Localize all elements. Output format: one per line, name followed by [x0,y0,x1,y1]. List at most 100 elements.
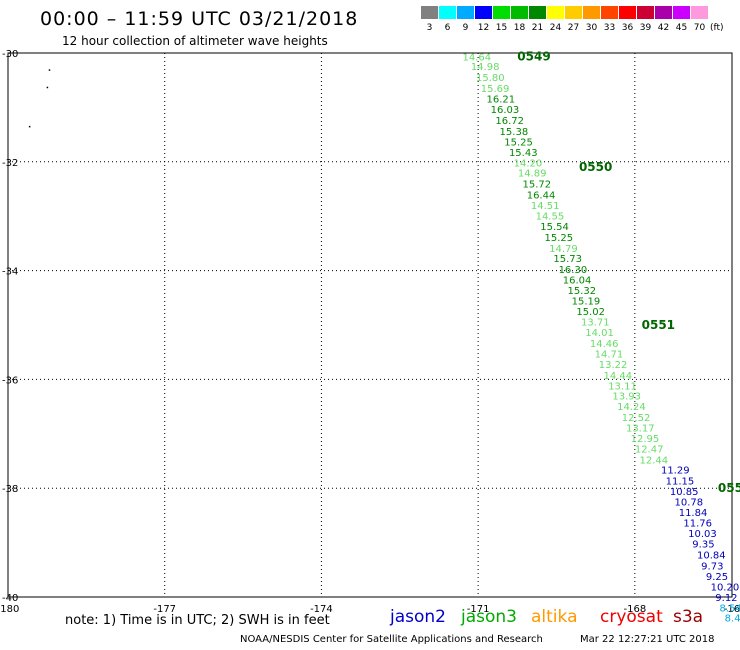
wave-height-reading: 14.20 [514,158,543,169]
footer-note: note: 1) Time is in UTC; 2) SWH is in fe… [65,613,330,628]
legend-swatch-70 [691,6,708,19]
legend-label-21: 21 [531,23,544,33]
wave-height-reading: 8.47 [725,614,740,625]
wave-height-reading: 14.55 [536,212,565,223]
legend-swatch-27 [565,6,582,19]
legend-label-18: 18 [513,23,526,33]
wave-height-reading: 12.52 [622,413,651,424]
legend-label-36: 36 [621,23,634,33]
wave-height-reading: 14.24 [617,402,646,413]
legend-label-45: 45 [675,23,688,33]
legend-label-42: 42 [657,23,670,33]
longitude-label: -177 [153,604,176,615]
wave-height-reading: 9.25 [706,572,728,583]
wave-height-reading: 14.64 [462,52,491,63]
track-time-marker: 0550 [579,160,612,174]
legend-swatch-3 [421,6,438,19]
wave-height-reading: 14.98 [471,62,500,73]
wave-height-reading: 14.89 [518,169,547,180]
satellite-altika: altika [531,607,578,627]
wave-height-reading: 9.12 [715,593,737,604]
legend-swatch-33 [601,6,618,19]
legend-label-6: 6 [444,23,451,33]
legend-label-33: 33 [603,23,616,33]
legend-label-70: 70 [693,23,706,33]
longitude-label: -16 [724,604,740,615]
longitude-label: -168 [623,604,646,615]
legend-label-3: 3 [426,23,433,33]
legend-label-9: 9 [462,23,469,33]
longitude-label: -174 [310,604,333,615]
legend-swatch-39 [637,6,654,19]
wave-height-reading: 16.04 [563,275,592,286]
wave-height-reading: 15.32 [567,286,596,297]
latitude-label: -34 [2,267,18,278]
credit-text: NOAA/NESDIS Center for Satellite Applica… [240,634,543,645]
wave-height-reading: 10.20 [711,583,740,594]
legend-swatch-21 [529,6,546,19]
track-time-marker: 0549 [517,49,550,63]
wave-height-reading: 9.73 [701,561,723,572]
wave-height-reading: 15.43 [509,148,538,159]
latitude-label: -30 [2,49,18,60]
wave-height-reading: 10.85 [670,487,699,498]
wave-height-reading: 15.25 [544,233,573,244]
wave-height-reading: 13.93 [612,392,641,403]
legend-label-39: 39 [639,23,652,33]
wave-height-reading: 16.30 [559,265,588,276]
legend-swatch-18 [511,6,528,19]
longitude-label: -180 [0,604,19,615]
legend-swatch-30 [583,6,600,19]
legend-swatch-42 [655,6,672,19]
wave-height-reading: 15.19 [572,297,601,308]
wave-height-reading: 14.01 [585,328,614,339]
wave-height-reading: 10.78 [675,497,704,508]
legend-swatch-45 [673,6,690,19]
map-frame [7,52,733,598]
wave-height-reading: 11.29 [661,466,690,477]
wave-height-reading: 12.95 [631,434,660,445]
wave-height-reading: 14.46 [590,339,619,350]
legend-label-30: 30 [585,23,598,33]
legend-swatch-24 [547,6,564,19]
map-title: 00:00 – 11:59 UTC 03/21/2018 [40,8,359,30]
wave-height-reading: 16.44 [527,190,556,201]
wave-height-reading: 10.84 [697,551,726,562]
island-dot [28,125,31,128]
island-dot [46,86,49,89]
wave-height-reading: 15.25 [504,138,533,149]
wave-height-reading: 13.11 [608,381,637,392]
wave-height-reading: 15.02 [576,307,605,318]
wave-height-reading: 14.79 [549,244,578,255]
legend-swatch-15 [493,6,510,19]
legend-label-12: 12 [477,23,490,33]
latitude-label: -40 [2,593,18,604]
map-subtitle: 12 hour collection of altimeter wave hei… [62,34,328,48]
wave-height-reading: 10.03 [688,529,717,540]
latitude-label: -36 [2,375,18,386]
latitude-label: -32 [2,158,18,169]
satellite-cryosat: cryosat [600,607,663,627]
wave-height-reading: 16.72 [495,116,524,127]
wave-height-reading: 14.71 [595,349,624,360]
wave-height-reading: 13.71 [581,318,610,329]
wave-height-reading: 15.38 [500,127,529,138]
wave-height-reading: 11.15 [666,477,695,488]
wave-height-reading: 12.44 [640,455,669,466]
wave-height-reading: 16.21 [486,95,515,106]
wave-height-reading: 8.54 [719,603,740,614]
legend-label-15: 15 [495,23,508,33]
legend-swatch-36 [619,6,636,19]
wave-height-reading: 11.84 [679,508,708,519]
satellite-jason2: jason2 [390,607,446,627]
legend-label-27: 27 [567,23,580,33]
wave-height-reading: 12.47 [635,444,664,455]
longitude-label: -171 [467,604,490,615]
wave-height-reading: 14.51 [531,201,560,212]
track-time-marker: 0552 [718,481,740,495]
legend-label-24: 24 [549,23,562,33]
wave-height-reading: 15.80 [476,73,505,84]
wave-height-reading: 15.72 [523,180,552,191]
generated-timestamp: Mar 22 12:27:21 UTC 2018 [580,634,715,645]
